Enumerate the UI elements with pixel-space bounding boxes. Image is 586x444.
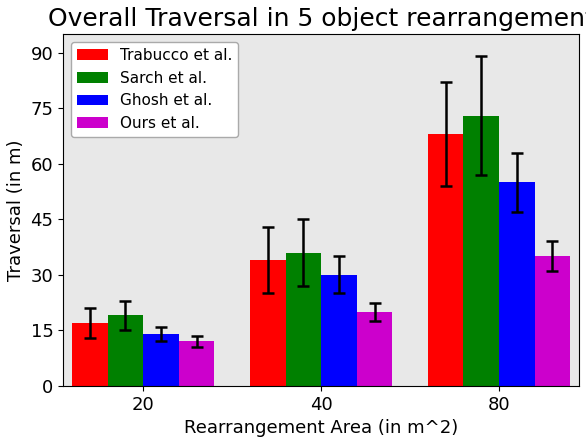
Bar — [428, 134, 464, 386]
Bar — [72, 323, 108, 386]
X-axis label: Rearrangement Area (in m^2): Rearrangement Area (in m^2) — [184, 419, 458, 437]
Legend: Trabucco et al., Sarch et al., Ghosh et al., Ours et al.: Trabucco et al., Sarch et al., Ghosh et … — [71, 42, 239, 137]
Bar — [143, 334, 179, 386]
Bar — [464, 116, 499, 386]
Bar — [179, 341, 214, 386]
Bar — [534, 256, 570, 386]
Bar — [285, 253, 321, 386]
Bar — [357, 312, 392, 386]
Bar — [108, 316, 143, 386]
Bar — [250, 260, 285, 386]
Bar — [321, 275, 357, 386]
Title: Overall Traversal in 5 object rearrangement: Overall Traversal in 5 object rearrangem… — [48, 7, 586, 31]
Y-axis label: Traversal (in m): Traversal (in m) — [7, 139, 25, 281]
Bar — [499, 182, 534, 386]
